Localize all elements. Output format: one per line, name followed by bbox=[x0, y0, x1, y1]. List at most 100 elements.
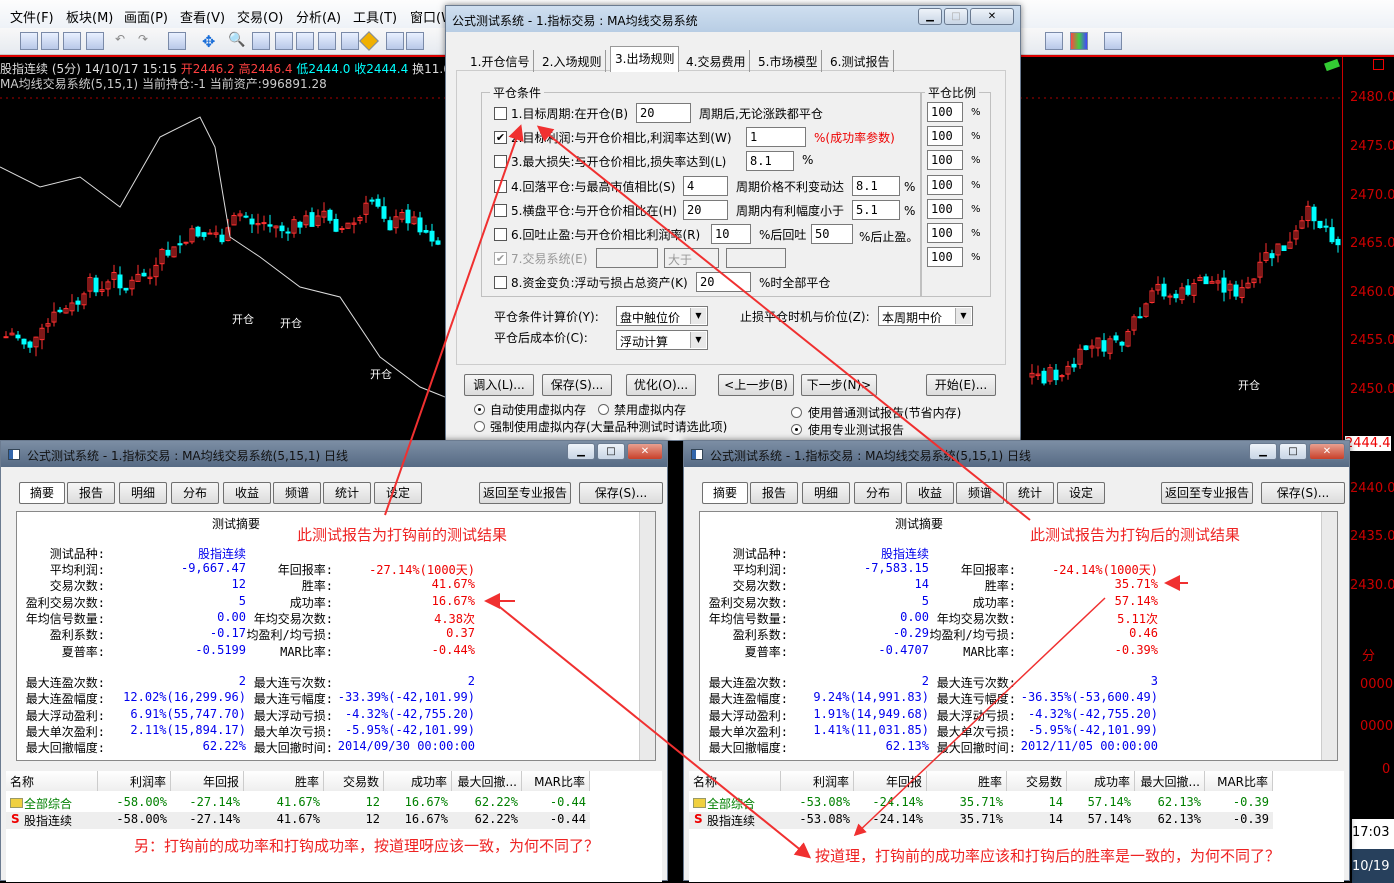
report-tab[interactable]: 收益 bbox=[223, 482, 271, 504]
column-header[interactable]: 名称 bbox=[689, 771, 781, 791]
report-tab[interactable]: 摘要 bbox=[19, 482, 65, 504]
condition-checkbox[interactable] bbox=[494, 107, 507, 120]
edit-icon[interactable] bbox=[275, 32, 293, 50]
move-icon[interactable]: ✥ bbox=[202, 32, 216, 51]
minimize-button[interactable]: ▁ bbox=[567, 443, 595, 460]
calc-icon[interactable] bbox=[20, 32, 38, 50]
ruler-icon[interactable] bbox=[252, 32, 270, 50]
exit-ratio-input[interactable]: 100 bbox=[927, 223, 963, 243]
disable-virtual-memory-radio[interactable] bbox=[598, 404, 609, 415]
condition-value2-input[interactable]: 5.1 bbox=[852, 200, 900, 220]
report-tab[interactable]: 分布 bbox=[854, 482, 902, 504]
report-tab[interactable]: 明细 bbox=[119, 482, 167, 504]
copy-icon[interactable] bbox=[296, 32, 314, 50]
load-button[interactable]: 调入(L)... bbox=[464, 374, 534, 396]
prev-step-button[interactable]: <上一步(B) bbox=[718, 374, 794, 396]
report-tab[interactable]: 频谱 bbox=[273, 482, 321, 504]
condition-value-input[interactable]: 20 bbox=[696, 272, 751, 292]
report-tab[interactable]: 报告 bbox=[750, 482, 798, 504]
menu-trade[interactable]: 交易(O) bbox=[237, 11, 284, 26]
start-button[interactable]: 开始(E)... bbox=[926, 374, 996, 396]
menu-analysis[interactable]: 分析(A) bbox=[296, 11, 342, 26]
condition-checkbox[interactable] bbox=[494, 155, 507, 168]
maximize-button[interactable]: □ bbox=[597, 443, 625, 460]
exit-ratio-input[interactable]: 100 bbox=[927, 126, 963, 146]
report-tab[interactable]: 设定 bbox=[374, 482, 422, 504]
column-header[interactable]: 交易数 bbox=[1007, 771, 1067, 791]
exit-ratio-input[interactable]: 100 bbox=[927, 247, 963, 267]
condition-checkbox[interactable]: ✔ bbox=[494, 131, 507, 144]
column-header[interactable]: 利润率 bbox=[98, 771, 171, 791]
column-header[interactable]: 最大回撤... bbox=[452, 771, 522, 791]
condition-value-input[interactable]: 20 bbox=[636, 103, 691, 123]
condition-checkbox[interactable] bbox=[494, 180, 507, 193]
back-to-pro-report-button[interactable]: 返回至专业报告 bbox=[479, 482, 571, 504]
exit-ratio-input[interactable]: 100 bbox=[927, 150, 963, 170]
save-report-button[interactable]: 保存(S)... bbox=[579, 482, 663, 504]
draw-save-icon[interactable] bbox=[1104, 32, 1122, 50]
color-grid-icon[interactable] bbox=[1070, 32, 1088, 50]
column-header[interactable]: 成功率 bbox=[384, 771, 452, 791]
cost-price-select[interactable]: 浮动计算 ▼ bbox=[616, 330, 708, 350]
condition-value2-input[interactable]: 8.1 bbox=[852, 176, 900, 196]
pro-report-radio[interactable] bbox=[791, 424, 802, 435]
normal-report-radio[interactable] bbox=[791, 407, 802, 418]
report-tab[interactable]: 统计 bbox=[323, 482, 371, 504]
report-tab[interactable]: 分布 bbox=[171, 482, 219, 504]
condition-value2-input[interactable]: 50 bbox=[811, 224, 853, 244]
close-button[interactable]: ✕ bbox=[627, 443, 663, 460]
minimize-button[interactable]: ▁ bbox=[918, 8, 942, 25]
maximize-button[interactable]: □ bbox=[944, 8, 968, 25]
column-header[interactable]: 胜率 bbox=[244, 771, 324, 791]
minimize-button[interactable]: ▁ bbox=[1249, 443, 1277, 460]
tab-entry-rules[interactable]: 2.入场规则 bbox=[538, 50, 607, 72]
report-tab[interactable]: 统计 bbox=[1006, 482, 1054, 504]
tab-entry-signal[interactable]: 1.开仓信号 bbox=[466, 50, 535, 72]
zoom-out-icon[interactable]: 🔍 bbox=[228, 32, 246, 48]
select-tool-icon[interactable] bbox=[168, 32, 186, 50]
warning-icon[interactable] bbox=[359, 31, 379, 51]
exit-ratio-input[interactable]: 100 bbox=[927, 175, 963, 195]
tab-market-model[interactable]: 5.市场模型 bbox=[754, 50, 823, 72]
close-button[interactable]: ✕ bbox=[1309, 443, 1345, 460]
table-row[interactable]: 全部综合 -53.08% -24.14% 35.71% 14 57.14% 62.13% -0… bbox=[689, 795, 1273, 812]
column-header[interactable]: 胜率 bbox=[927, 771, 1007, 791]
condition-checkbox[interactable]: ✔ bbox=[494, 252, 507, 265]
report-tab[interactable]: 收益 bbox=[906, 482, 954, 504]
table-row[interactable]: 股指连续 -58.00% -27.14% 41.67% 12 16.67% 62.22% -0… bbox=[6, 812, 590, 829]
restore-icon[interactable] bbox=[1373, 59, 1384, 70]
optimize-button[interactable]: 优化(O)... bbox=[626, 374, 696, 396]
back-to-pro-report-button[interactable]: 返回至专业报告 bbox=[1161, 482, 1253, 504]
column-header[interactable]: 利润率 bbox=[781, 771, 854, 791]
condition-value-input[interactable]: 20 bbox=[683, 200, 728, 220]
column-header[interactable]: 年回报 bbox=[854, 771, 927, 791]
hammer-icon[interactable] bbox=[86, 32, 104, 50]
tab-exit-rules[interactable]: 3.出场规则 bbox=[610, 46, 680, 72]
condition-checkbox[interactable] bbox=[494, 276, 507, 289]
tab-test-report[interactable]: 6.测试报告 bbox=[826, 50, 895, 72]
column-header[interactable]: 最大回撤... bbox=[1135, 771, 1205, 791]
tab-fees[interactable]: 4.交易费用 bbox=[682, 50, 751, 72]
column-header[interactable]: 交易数 bbox=[324, 771, 384, 791]
auto-virtual-memory-radio[interactable] bbox=[474, 404, 485, 415]
close-button[interactable]: ✕ bbox=[970, 8, 1014, 25]
menu-view-screen[interactable]: 画面(P) bbox=[124, 11, 168, 26]
scrollbar[interactable] bbox=[1321, 512, 1337, 760]
lock-chart-icon[interactable] bbox=[1045, 32, 1063, 50]
menu-file[interactable]: 文件(F) bbox=[10, 11, 54, 26]
condition-value-input[interactable]: 8.1 bbox=[746, 151, 794, 171]
column-header[interactable]: 成功率 bbox=[1067, 771, 1135, 791]
table-row[interactable]: 全部综合 -58.00% -27.14% 41.67% 12 16.67% 62.22% -0… bbox=[6, 795, 590, 812]
table-row[interactable]: 股指连续 -53.08% -24.14% 35.71% 14 57.14% 62.13% -0… bbox=[689, 812, 1273, 829]
condition-value-input[interactable]: 1 bbox=[746, 127, 806, 147]
indicator-icon[interactable] bbox=[406, 32, 424, 50]
exit-ratio-input[interactable]: 100 bbox=[927, 102, 963, 122]
condition-value-input[interactable]: 4 bbox=[683, 176, 728, 196]
column-header[interactable]: 年回报 bbox=[171, 771, 244, 791]
report-tab[interactable]: 报告 bbox=[67, 482, 115, 504]
force-virtual-memory-radio[interactable] bbox=[474, 421, 485, 432]
undo-icon[interactable]: ↶ bbox=[115, 32, 126, 46]
column-header[interactable]: MAR比率 bbox=[1205, 771, 1273, 791]
fio-icon[interactable] bbox=[386, 32, 404, 50]
column-header[interactable]: MAR比率 bbox=[522, 771, 590, 791]
